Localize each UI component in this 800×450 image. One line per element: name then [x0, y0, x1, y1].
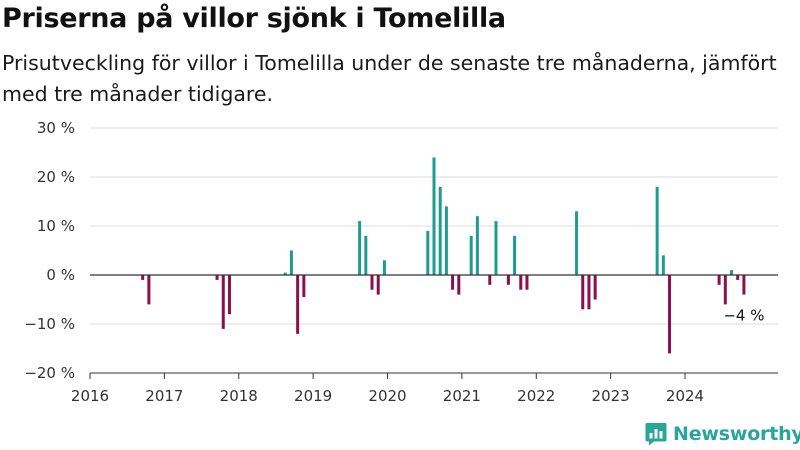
- x-tick-label: 2019: [294, 387, 332, 405]
- x-tick-label: 2017: [145, 387, 183, 405]
- bars: [141, 157, 746, 354]
- bar: [469, 235, 473, 275]
- bar: [147, 275, 151, 305]
- bar: [593, 275, 597, 300]
- bar: [668, 275, 672, 354]
- newsworthy-logo: Newsworthy: [645, 418, 800, 450]
- bar: [730, 270, 734, 275]
- x-tick-label: 2018: [220, 387, 258, 405]
- bar: [475, 216, 479, 275]
- bar: [426, 230, 430, 275]
- bar: [581, 275, 585, 310]
- bar: [444, 206, 448, 275]
- bar: [457, 275, 461, 295]
- bar: [655, 186, 659, 275]
- y-tick-label: 20 %: [37, 168, 75, 186]
- bar: [364, 235, 368, 275]
- y-tick-label: −20 %: [24, 364, 75, 382]
- latest-value-label: −4 %: [723, 307, 764, 325]
- bar: [506, 275, 510, 285]
- y-tick-label: −10 %: [24, 315, 75, 333]
- bar: [717, 275, 721, 285]
- brand-name: Newsworthy: [673, 423, 800, 445]
- bar: [575, 211, 579, 275]
- bar: [513, 235, 517, 275]
- chart-title: Priserna på villor sjönk i Tomelilla: [2, 3, 506, 34]
- bar: [227, 275, 231, 315]
- x-tick-label: 2022: [517, 387, 555, 405]
- bar: [519, 275, 523, 290]
- bar: [432, 157, 436, 275]
- bar: [438, 186, 442, 275]
- bar: [358, 221, 362, 275]
- newsworthy-logo-icon: [645, 423, 667, 446]
- bar-latest: [742, 275, 746, 295]
- x-axis: 2016 2017 2018 2019 2020 2021 2022 2023 2024: [71, 372, 778, 405]
- bar: [451, 275, 455, 290]
- bar: [661, 255, 665, 275]
- x-tick-label: 2016: [71, 387, 109, 405]
- bar: [382, 260, 386, 275]
- y-axis-labels: −20 % −10 % 0 % 10 % 20 % 30 %: [24, 119, 75, 382]
- bar: [283, 272, 287, 275]
- y-tick-label: 30 %: [37, 119, 75, 137]
- x-tick-label: 2023: [592, 387, 630, 405]
- bar: [525, 275, 529, 290]
- bar: [723, 275, 727, 305]
- x-tick-label: 2020: [368, 387, 406, 405]
- bar: [302, 275, 306, 298]
- bar: [141, 275, 145, 280]
- bar: [494, 221, 498, 275]
- x-tick-label: 2024: [666, 387, 704, 405]
- x-tick-label: 2021: [443, 387, 481, 405]
- bar: [370, 275, 374, 290]
- bar: [289, 250, 293, 275]
- annotations: −4 %: [723, 307, 764, 325]
- y-tick-label: 10 %: [37, 217, 75, 235]
- bar: [376, 275, 380, 295]
- bar: [736, 275, 740, 280]
- bar: [587, 275, 591, 310]
- bar: [296, 275, 300, 334]
- bar: [215, 275, 219, 280]
- bar: [488, 275, 492, 285]
- bar: [221, 275, 225, 329]
- y-tick-label: 0 %: [46, 266, 75, 284]
- chart-subtitle: Prisutveckling för villor i Tomelilla un…: [2, 51, 777, 106]
